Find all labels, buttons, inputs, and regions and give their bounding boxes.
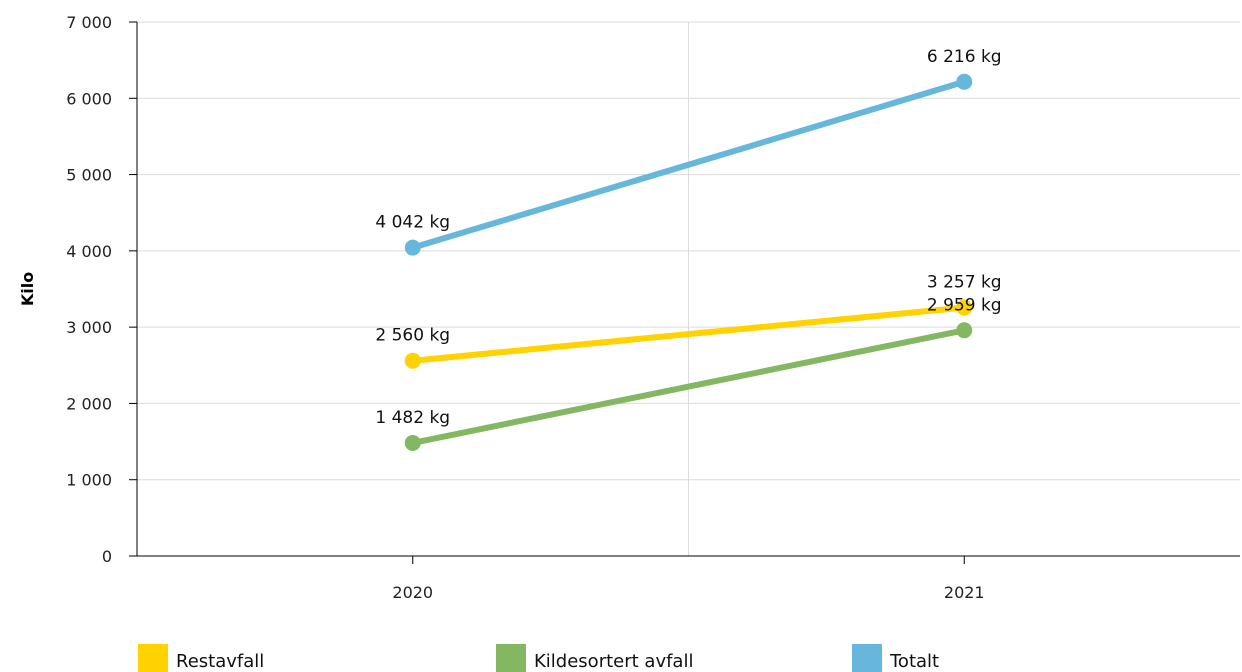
- x-tick-label: 2020: [392, 583, 433, 602]
- data-label: 2 959 kg: [927, 295, 1002, 315]
- y-tick-label: 7 000: [66, 13, 112, 32]
- y-tick-label: 2 000: [66, 394, 112, 413]
- series-line-2: [409, 327, 968, 446]
- y-tick-label: 6 000: [66, 89, 112, 108]
- data-point[interactable]: [404, 434, 421, 451]
- data-point[interactable]: [404, 239, 421, 256]
- legend-swatch[interactable]: [852, 644, 882, 672]
- data-point[interactable]: [404, 352, 421, 369]
- y-tick-label: 1 000: [66, 471, 112, 490]
- y-tick-label: 3 000: [66, 318, 112, 337]
- y-axis-title: Kilo: [18, 272, 37, 306]
- legend-label[interactable]: Restavfall: [176, 651, 264, 672]
- data-label: 6 216 kg: [927, 47, 1002, 67]
- y-tick-label: 4 000: [66, 242, 112, 261]
- series-line-3: [409, 78, 968, 251]
- legend-swatch[interactable]: [496, 644, 526, 672]
- legend-label[interactable]: Totalt: [889, 651, 939, 672]
- series-line-1: [409, 304, 968, 364]
- data-point[interactable]: [956, 322, 973, 339]
- y-tick-label: 0: [102, 547, 112, 566]
- y-tick-label: 5 000: [66, 166, 112, 185]
- data-label: 1 482 kg: [375, 408, 450, 428]
- legend-label[interactable]: Kildesortert avfall: [534, 651, 693, 672]
- data-label: 4 042 kg: [375, 213, 450, 233]
- data-point[interactable]: [956, 73, 973, 90]
- x-tick-label: 2021: [944, 583, 985, 602]
- data-label: 2 560 kg: [375, 326, 450, 346]
- data-label: 3 257 kg: [927, 273, 1002, 293]
- data-point[interactable]: [956, 299, 973, 316]
- legend-swatch[interactable]: [138, 644, 168, 672]
